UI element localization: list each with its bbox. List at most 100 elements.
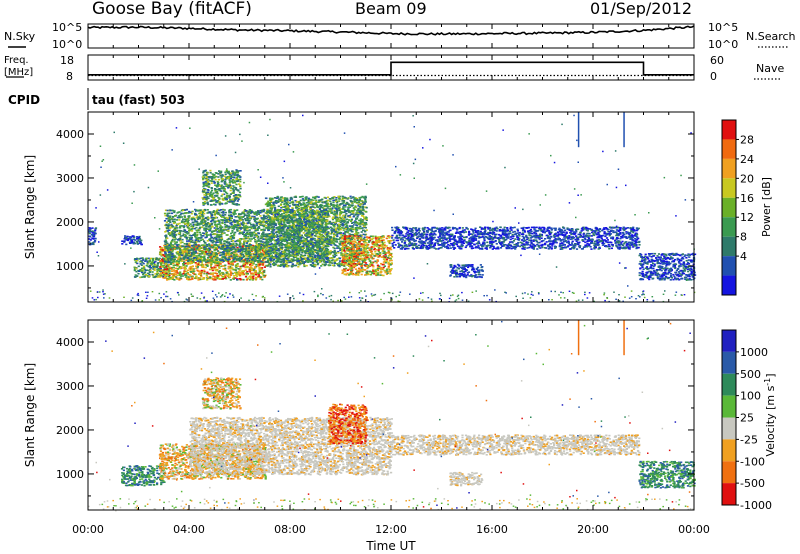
power-cell (253, 231, 256, 234)
power-cell (149, 263, 152, 265)
power-cell (169, 276, 172, 279)
power-cell (192, 250, 195, 253)
power-cell (234, 194, 237, 196)
power-cell (209, 200, 213, 202)
power-cell (175, 271, 179, 273)
power-cell (154, 264, 157, 267)
power-cell (254, 212, 257, 214)
power-cell (242, 255, 246, 257)
power-cell (213, 227, 216, 229)
power-cell (94, 237, 97, 240)
power-cell (167, 261, 170, 264)
power-cell (162, 259, 165, 261)
power-cell (137, 239, 140, 241)
power-cell (198, 224, 201, 226)
power-cell (185, 259, 188, 262)
power-cell (142, 259, 145, 261)
power-cell (183, 225, 186, 227)
power-cell (182, 209, 185, 212)
power-cell (198, 247, 201, 249)
power-cell (202, 235, 205, 237)
power-cell (181, 234, 184, 237)
power-cell (226, 217, 229, 220)
power-cell (209, 260, 212, 263)
power-cell (203, 246, 206, 248)
power-cell (184, 222, 187, 225)
power-cell (230, 272, 233, 274)
power-cell (90, 230, 93, 233)
power-cell (172, 269, 175, 271)
power-cell (202, 277, 205, 280)
power-cell (255, 265, 258, 268)
power-cell (166, 230, 169, 232)
power-cell (204, 202, 207, 205)
power-cell (259, 250, 262, 253)
power-cell (245, 266, 248, 269)
power-cell (255, 222, 258, 225)
power-cell (235, 256, 238, 258)
power-cell (161, 260, 164, 262)
power-cell (142, 268, 145, 271)
power-cell (260, 248, 263, 251)
power-cell (139, 257, 142, 260)
power-cell (258, 260, 261, 263)
power-cell (189, 259, 192, 262)
power-cell (238, 269, 241, 271)
power-cell (188, 227, 191, 229)
power-cell (126, 235, 129, 238)
power-cell (139, 276, 142, 279)
power-cell (198, 264, 201, 266)
power-cell (254, 259, 257, 261)
power-cell (217, 264, 220, 267)
power-cell (142, 265, 145, 268)
power-cell (209, 276, 212, 278)
power-cell (215, 262, 219, 264)
power-cell (162, 270, 165, 273)
power-cell (234, 264, 237, 266)
power-cell (242, 270, 245, 272)
power-cell (182, 226, 186, 229)
power-cell (305, 242, 308, 244)
power-cell (202, 178, 205, 180)
power-cell (238, 246, 241, 248)
power-cell (167, 275, 171, 278)
power-cell (242, 243, 245, 246)
freq-line (88, 61, 694, 76)
power-cell (206, 223, 209, 225)
power-cell (232, 190, 235, 193)
power-cell (245, 272, 248, 274)
power-cell (257, 245, 260, 248)
power-cell (263, 249, 266, 251)
nsky-tick-top: 10^5 (52, 21, 82, 34)
power-cell (226, 249, 230, 251)
power-cell (304, 261, 307, 263)
power-cell (209, 171, 212, 174)
power-cell (190, 238, 193, 240)
power-cell (219, 243, 222, 246)
power-cell (206, 212, 209, 214)
power-cell (167, 265, 170, 267)
power-cell (169, 234, 172, 237)
power-cell (251, 279, 254, 281)
power-cell (185, 274, 188, 277)
power-cell (261, 278, 264, 281)
power-cell (254, 270, 257, 273)
power-cell (255, 235, 258, 238)
power-cell (214, 247, 218, 250)
power-cell (171, 209, 175, 212)
power-cell (175, 276, 178, 278)
power-cell (233, 176, 236, 179)
power-cell (137, 240, 140, 242)
power-cell (193, 257, 196, 259)
power-cell (151, 273, 154, 276)
power-cell (211, 257, 214, 259)
power-cell (244, 229, 248, 232)
power-cell (244, 269, 247, 271)
power-cell (262, 264, 265, 266)
power-cell (219, 185, 222, 187)
power-cell (147, 272, 150, 275)
power-cell (173, 279, 176, 281)
power-cell (180, 216, 184, 218)
power-cell (216, 192, 219, 195)
power-cell (235, 275, 239, 278)
